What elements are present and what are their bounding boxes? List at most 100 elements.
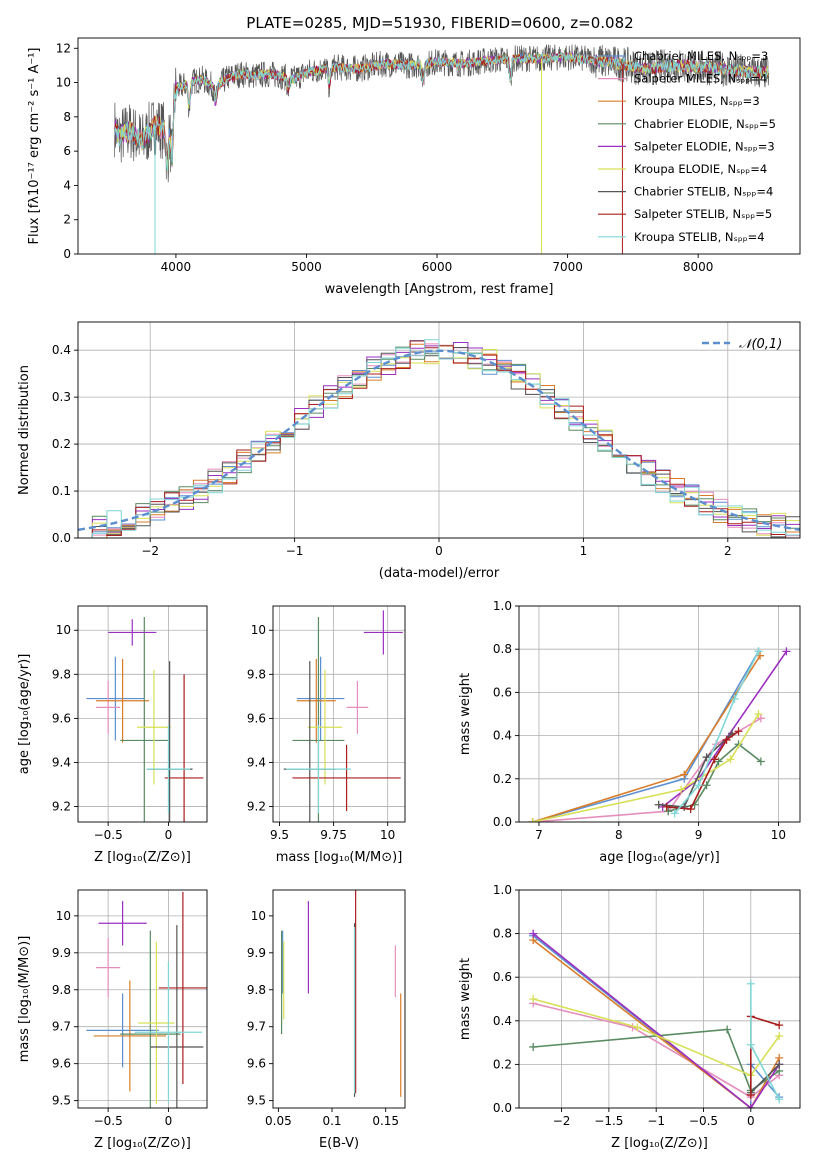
y-tick-label: 0.2	[52, 437, 71, 451]
y-tick-label: 0.4	[52, 343, 71, 357]
y-tick-label: 9.5	[247, 1094, 266, 1108]
series-marker	[756, 651, 765, 660]
series-marker	[529, 995, 538, 1003]
mass-vs-metallicity-plot	[86, 891, 207, 1108]
y-tick-label: 0.8	[493, 642, 512, 656]
series-marker	[730, 694, 739, 703]
series-marker	[702, 753, 711, 762]
y-tick-label: 9.6	[52, 1057, 71, 1071]
y-tick-label: 9.8	[247, 667, 266, 681]
series-marker	[723, 1025, 732, 1034]
y-tick-label: 4	[63, 178, 71, 192]
mass-weight-vs-metallicity-xlabel: Z [log₁₀(Z/Z⊙)]	[611, 1136, 708, 1151]
mass-weight-vs-age-plot	[528, 647, 791, 822]
y-tick-label: 9.7	[52, 1020, 71, 1034]
x-tick-label: 0	[165, 828, 173, 842]
legend-label: Salpeter MILES, Nₛₚₚ=4	[634, 72, 767, 86]
series-marker	[722, 735, 731, 744]
series-marker	[775, 1060, 784, 1069]
age-vs-metallicity-xlabel: Z [log₁₀(Z/Z⊙)]	[94, 850, 191, 865]
mass-weight-vs-age-frame	[518, 605, 801, 823]
spectrum-plot	[114, 43, 770, 254]
residual-histogram-ylabel: Normed distribution	[17, 365, 32, 495]
x-tick-label: 8000	[683, 260, 714, 274]
y-tick-label: 9.6	[52, 711, 71, 725]
legend-label: Kroupa MILES, Nₛₚₚ=3	[634, 94, 760, 108]
legend-label: Chabrier ELODIE, Nₛₚₚ=5	[634, 117, 776, 131]
y-tick-label: 0.3	[52, 390, 71, 404]
y-tick-label: 9.7	[247, 1020, 266, 1034]
x-tick-label: −0.5	[689, 1114, 718, 1128]
x-tick-label: 0.1	[322, 1114, 341, 1128]
y-tick-label: 0.2	[493, 1057, 512, 1071]
x-tick-label: 6000	[422, 260, 453, 274]
series-line	[532, 713, 760, 822]
figure-title: PLATE=0285, MJD=51930, FIBERID=0600, z=0…	[246, 14, 633, 32]
y-tick-label: 9.8	[52, 667, 71, 681]
histogram-series	[78, 339, 800, 538]
age-vs-mass-xlabel: mass [log₁₀(M/M⊙)]	[276, 850, 403, 865]
age-vs-mass-frame	[272, 605, 406, 823]
x-tick-label: 9.75	[320, 828, 347, 842]
x-tick-label: −2	[553, 1114, 571, 1128]
y-tick-label: 2	[63, 213, 71, 227]
series-marker	[782, 647, 791, 656]
y-tick-label: 9.8	[247, 983, 266, 997]
series-marker	[680, 770, 689, 779]
y-tick-label: 9.9	[247, 946, 266, 960]
residual-histogram-xlabel: (data-model)/error	[379, 566, 500, 581]
series-marker	[756, 714, 765, 723]
series-marker	[726, 755, 735, 764]
spectrum-series	[114, 51, 769, 172]
y-tick-label: 10	[56, 623, 71, 637]
series-marker	[756, 757, 765, 766]
series-line	[533, 1028, 780, 1092]
y-tick-label: 9.4	[247, 755, 266, 769]
x-tick-label: 0	[435, 544, 443, 558]
series-marker	[710, 755, 719, 764]
x-tick-label: −0.5	[94, 828, 123, 842]
y-tick-label: 0.6	[493, 970, 512, 984]
mass-vs-metallicity-ylabel: mass [log₁₀(M/M⊙)]	[17, 936, 32, 1063]
y-tick-label: 0.2	[493, 772, 512, 786]
spectrum-frame	[77, 37, 801, 255]
series-marker	[775, 1032, 784, 1041]
x-tick-label: 0	[165, 1114, 173, 1128]
spectrum-panel: Chabrier MILES, Nₛₚₚ=3 Salpeter MILES, Nₛ…	[27, 37, 801, 297]
x-tick-label: 9.5	[270, 828, 289, 842]
series-marker	[702, 781, 711, 790]
y-tick-label: 8	[63, 110, 71, 124]
series-line	[532, 998, 780, 1077]
y-tick-label: 0.4	[493, 729, 512, 743]
y-tick-label: 9.4	[52, 755, 71, 769]
y-tick-label: 0	[63, 247, 71, 261]
series-marker	[528, 818, 537, 822]
x-tick-label: −1	[286, 544, 304, 558]
x-tick-label: 0.15	[372, 1114, 399, 1128]
legend-label: Chabrier MILES, Nₛₚₚ=3	[634, 49, 768, 63]
y-tick-label: 0.0	[493, 1101, 512, 1115]
y-tick-label: 9.6	[247, 711, 266, 725]
series-line	[532, 650, 760, 822]
mass-vs-extinction-panel: 0.05 0.1 0.15 9.5 9.6 9.7 9.8 9.9 10 E(B-V)	[247, 889, 406, 1151]
series-marker	[775, 1095, 784, 1104]
mass-vs-metallicity-panel: −0.5 0 9.5 9.6 9.7 9.8 9.9 10 Z [log₁₀(Z/Z⊙)] mas…	[17, 889, 208, 1151]
series-marker	[694, 781, 703, 790]
x-tick-label: 7000	[552, 260, 583, 274]
y-tick-label: 9.8	[52, 983, 71, 997]
y-tick-label: 0.6	[493, 685, 512, 699]
series-marker	[664, 807, 673, 816]
series-marker	[746, 1040, 755, 1049]
series-marker	[633, 1023, 642, 1032]
series-marker	[734, 727, 743, 736]
spectrum-ylabel: Flux [fλ10⁻¹⁷ erg cm⁻² s⁻¹ A⁻¹]	[27, 48, 42, 245]
x-tick-label: 0.05	[265, 1114, 292, 1128]
x-tick-label: 10	[771, 828, 786, 842]
legend-label: 𝒩(0,1)	[739, 337, 782, 352]
series-line	[662, 650, 788, 808]
y-tick-label: 0.0	[52, 531, 71, 545]
y-tick-label: 10	[251, 623, 266, 637]
x-tick-label: 0	[747, 1114, 755, 1128]
series-marker	[670, 809, 679, 818]
